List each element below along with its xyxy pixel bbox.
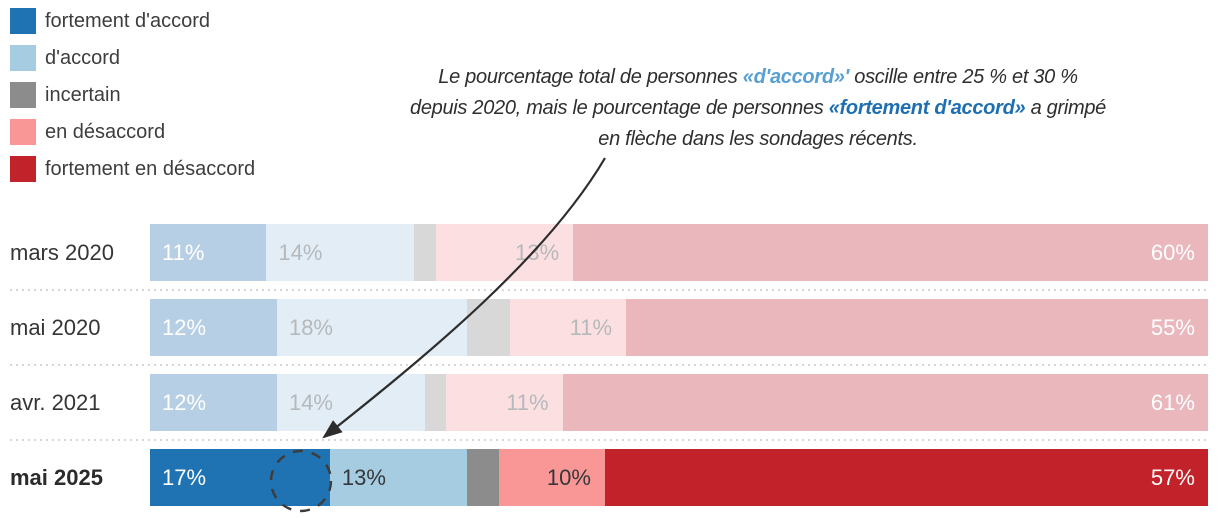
segment-value-label: 12%: [162, 314, 207, 340]
annotation-part-daccord: «d'accord»': [742, 66, 850, 88]
bar-segment: 61%: [562, 374, 1208, 431]
bar-segment: [414, 224, 436, 281]
bar-track: 12% 18% 11% 55%: [150, 299, 1208, 356]
segment-value-label: 17%: [162, 464, 207, 490]
segment-value-label: 14%: [288, 389, 333, 415]
chart-row: mars 2020 11% 14% 13% 60%: [0, 224, 1208, 291]
segment-value-label: 11%: [569, 314, 613, 340]
segment-value-label: 11%: [162, 239, 205, 265]
bar-segment: 11%: [150, 224, 267, 281]
annotation-part: Le pourcentage total de personnes: [438, 66, 743, 88]
bar-segment: 12%: [150, 374, 277, 431]
legend-swatch: [10, 8, 36, 34]
bar-segment: 55%: [626, 299, 1208, 356]
bar-segment: 12%: [150, 299, 277, 356]
bar-segment: 11%: [446, 374, 563, 431]
chart-row: mai 2025 17% 13% 10% 57%: [0, 449, 1208, 506]
annotation-text: Le pourcentage total de personnes «d'acc…: [408, 62, 1108, 155]
legend-label: fortement d'accord: [45, 10, 211, 32]
legend-label: en désaccord: [45, 121, 166, 143]
segment-value-label: 61%: [1150, 389, 1195, 415]
bar-segment: 57%: [604, 449, 1208, 506]
bar-segment: 14%: [266, 224, 415, 281]
segment-value-label: 14%: [278, 239, 323, 265]
legend-label: fortement en désaccord: [45, 158, 256, 180]
row-label: mai 2020: [10, 314, 101, 340]
segment-value-label: 55%: [1150, 314, 1195, 340]
segment-value-label: 60%: [1150, 239, 1195, 265]
annotation-part-fortement-daccord: «fortement d'accord»: [828, 97, 1026, 119]
bar-segment: [425, 374, 447, 431]
chart-row: avr. 2021 12% 14% 11% 61%: [0, 374, 1208, 441]
row-label: mars 2020: [10, 239, 114, 265]
bar-segment: [467, 299, 510, 356]
legend-swatch: [10, 82, 36, 108]
chart-row: mai 2020 12% 18% 11% 55%: [0, 299, 1208, 366]
bar-segment: 14%: [276, 374, 426, 431]
bar-track: 11% 14% 13% 60%: [150, 224, 1208, 281]
legend-item: fortement en désaccord: [10, 156, 255, 182]
legend-swatch: [10, 45, 36, 71]
bar-chart: mars 2020 11% 14% 13% 60% mai 2020 12% 18% 11…: [0, 224, 1208, 518]
row-label: avr. 2021: [10, 389, 101, 415]
legend: fortement d'accord d'accord incertain en…: [10, 8, 255, 182]
segment-value-label: 10%: [546, 464, 591, 490]
bar-segment: 13%: [435, 224, 574, 281]
legend-label: d'accord: [45, 47, 120, 69]
legend-item: incertain: [10, 82, 255, 108]
segment-value-label: 12%: [162, 389, 207, 415]
legend-swatch: [10, 119, 36, 145]
segment-value-label: 11%: [506, 389, 549, 415]
bar-track: 12% 14% 11% 61%: [150, 374, 1208, 431]
bar-segment: 18%: [276, 299, 468, 356]
bar-segment: 17%: [150, 449, 330, 506]
segment-value-label: 13%: [515, 239, 560, 265]
annotation-part: a grimpé en flèche dans les sondages réc…: [598, 97, 1106, 150]
segment-value-label: 13%: [341, 464, 386, 490]
bar-segment: 60%: [573, 224, 1208, 281]
legend-label: incertain: [45, 84, 121, 106]
legend-item: fortement d'accord: [10, 8, 255, 34]
bar-segment: 13%: [329, 449, 468, 506]
segment-value-label: 18%: [288, 314, 333, 340]
bar-segment: 10%: [499, 449, 605, 506]
legend-swatch: [10, 156, 36, 182]
annotation-part: oscille entre 25 % et 30 % depuis 2020, …: [410, 66, 1078, 119]
segment-value-label: 57%: [1150, 464, 1195, 490]
legend-item: d'accord: [10, 45, 255, 71]
legend-item: en désaccord: [10, 119, 255, 145]
bar-segment: 11%: [509, 299, 627, 356]
bar-track: 17% 13% 10% 57%: [150, 449, 1208, 506]
row-label: mai 2025: [10, 464, 103, 490]
bar-segment: [467, 449, 500, 506]
